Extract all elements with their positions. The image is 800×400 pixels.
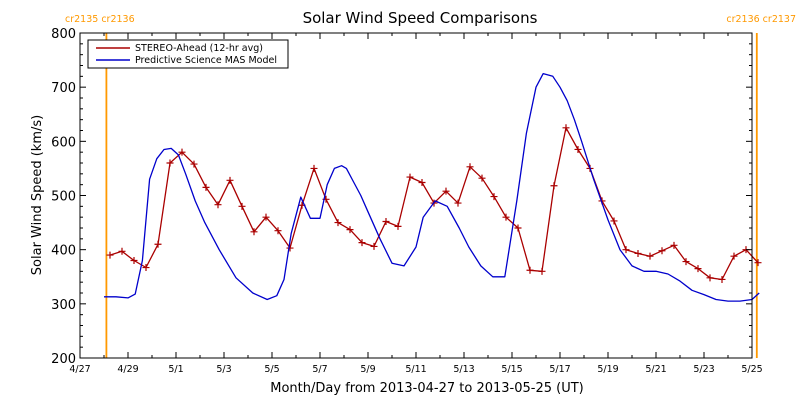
x-tick-label: 5/25 bbox=[741, 364, 762, 375]
data-point bbox=[754, 259, 762, 267]
x-tick-label: 5/11 bbox=[405, 364, 426, 375]
y-axis-label: Solar Wind Speed (km/s) bbox=[30, 115, 45, 275]
data-point bbox=[550, 182, 558, 190]
legend-label-stereo: STEREO-Ahead (12-hr avg) bbox=[135, 43, 263, 54]
data-point bbox=[646, 252, 654, 260]
plot-series bbox=[104, 72, 762, 302]
x-tick-label: 4/29 bbox=[117, 364, 138, 375]
carrington-markers: cr2135 cr2136 cr2136 cr2137 bbox=[65, 14, 796, 358]
data-point bbox=[226, 176, 234, 184]
data-point bbox=[370, 242, 378, 250]
data-point bbox=[622, 246, 630, 254]
data-point bbox=[514, 224, 522, 232]
data-point bbox=[274, 227, 282, 235]
data-point bbox=[442, 187, 450, 195]
data-point bbox=[142, 264, 150, 272]
plot-frame bbox=[79, 32, 753, 359]
y-tick-label: 400 bbox=[51, 244, 76, 259]
x-tick-label: 5/5 bbox=[264, 364, 279, 375]
x-tick-label: 5/21 bbox=[645, 364, 666, 375]
data-point bbox=[658, 247, 666, 255]
data-point bbox=[106, 251, 114, 259]
x-tick-label: 5/17 bbox=[549, 364, 570, 375]
data-point bbox=[178, 148, 186, 156]
data-point bbox=[334, 219, 342, 227]
data-point bbox=[610, 217, 618, 225]
x-tick-label: 5/13 bbox=[453, 364, 474, 375]
y-tick-label: 700 bbox=[51, 81, 76, 96]
x-tick-label: 5/1 bbox=[168, 364, 183, 375]
y-axis: 200 300 400 500 600 700 800 bbox=[51, 27, 752, 367]
data-point bbox=[706, 274, 714, 282]
data-point bbox=[310, 164, 318, 172]
data-point bbox=[718, 275, 726, 283]
data-point bbox=[286, 244, 294, 252]
data-point bbox=[682, 258, 690, 266]
carrington-marker-label: cr2135 cr2136 bbox=[65, 14, 135, 25]
carrington-marker-label: cr2136 cr2137 bbox=[726, 14, 796, 25]
data-point bbox=[406, 173, 414, 181]
x-tick-label: 4/27 bbox=[69, 364, 90, 375]
x-tick-label: 5/23 bbox=[693, 364, 714, 375]
data-point bbox=[670, 241, 678, 249]
data-point bbox=[502, 213, 510, 221]
y-tick-label: 800 bbox=[51, 27, 76, 42]
data-point bbox=[262, 213, 270, 221]
data-point bbox=[694, 265, 702, 273]
data-point bbox=[358, 239, 366, 247]
data-point bbox=[190, 160, 198, 168]
x-axis-label: Month/Day from 2013-04-27 to 2013-05-25 … bbox=[270, 381, 583, 396]
x-tick-label: 5/15 bbox=[501, 364, 522, 375]
data-point bbox=[346, 226, 354, 234]
data-point bbox=[538, 267, 546, 275]
data-point bbox=[394, 222, 402, 230]
data-point bbox=[562, 124, 570, 132]
data-point bbox=[418, 179, 426, 186]
x-tick-label: 5/3 bbox=[216, 364, 231, 375]
data-point bbox=[490, 193, 498, 201]
series-line-mas bbox=[104, 72, 760, 302]
data-point bbox=[118, 247, 126, 255]
data-point bbox=[574, 145, 582, 153]
data-point bbox=[730, 252, 738, 260]
data-point bbox=[250, 228, 258, 236]
data-point bbox=[166, 159, 174, 167]
legend: STEREO-Ahead (12-hr avg) Predictive Scie… bbox=[87, 39, 289, 69]
y-tick-label: 500 bbox=[51, 190, 76, 205]
chart-title: Solar Wind Speed Comparisons bbox=[303, 9, 538, 27]
data-point bbox=[130, 257, 138, 264]
data-point bbox=[202, 183, 210, 191]
data-point bbox=[466, 163, 474, 171]
y-tick-label: 300 bbox=[51, 298, 76, 313]
data-point bbox=[526, 266, 534, 274]
y-tick-label: 200 bbox=[51, 352, 76, 367]
legend-label-mas: Predictive Science MAS Model bbox=[135, 55, 277, 66]
x-tick-label: 5/7 bbox=[312, 364, 327, 375]
x-tick-label: 5/9 bbox=[360, 364, 375, 375]
data-point bbox=[634, 249, 642, 257]
x-axis: 4/27 4/29 5/1 5/3 5/5 5/7 5/9 5/11 5/13 5/15 5/17 5… bbox=[69, 33, 763, 375]
x-tick-label: 5/19 bbox=[597, 364, 618, 375]
legend-box bbox=[87, 39, 289, 69]
data-point bbox=[454, 199, 462, 207]
data-point bbox=[238, 202, 246, 210]
data-point bbox=[154, 240, 162, 248]
data-point bbox=[382, 218, 390, 225]
data-point bbox=[214, 201, 222, 209]
data-point bbox=[478, 174, 486, 182]
y-tick-label: 600 bbox=[51, 135, 76, 150]
